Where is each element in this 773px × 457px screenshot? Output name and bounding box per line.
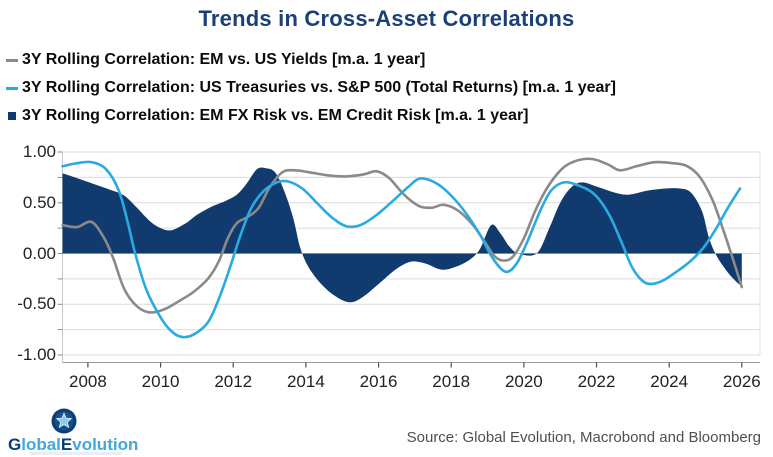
logo-text-part: E xyxy=(60,435,73,454)
x-tick-label: 2008 xyxy=(69,372,107,391)
y-tick-label: 1.00 xyxy=(22,142,56,161)
x-tick-label: 2022 xyxy=(577,372,616,391)
x-tick-label: 2026 xyxy=(722,372,761,391)
x-tick-label: 2018 xyxy=(432,372,471,391)
chart-legend: 3Y Rolling Correlation: EM vs. US Yields… xyxy=(6,46,770,130)
x-tick-label: 2020 xyxy=(504,372,543,391)
legend-row-emfx-emcredit: 3Y Rolling Correlation: EM FX Risk vs. E… xyxy=(6,102,770,130)
x-tick-label: 2024 xyxy=(650,372,689,391)
y-tick-label: -0.50 xyxy=(17,294,56,314)
x-tick-label: 2016 xyxy=(359,372,398,391)
x-tick-label: 2010 xyxy=(141,372,180,391)
logo-text-part: volution xyxy=(72,435,139,454)
line-series-em-vs-us-yields xyxy=(61,157,744,314)
source-attribution: Source: Global Evolution, Macrobond and … xyxy=(406,429,761,446)
global-evolution-logo-icon xyxy=(51,408,77,434)
logo-fineprint-remnant xyxy=(30,452,122,455)
line-series-ust-vs-sp500 xyxy=(61,160,742,339)
global-evolution-logo-text: GlobalEvolution xyxy=(8,435,138,455)
legend-row-ust-sp500: 3Y Rolling Correlation: US Treasuries vs… xyxy=(6,74,770,102)
cyan-dash-marker-icon xyxy=(6,86,18,90)
page-title: Trends in Cross-Asset Correlations xyxy=(198,6,575,31)
logo-text-part: lobal xyxy=(21,435,61,454)
gray-dash-marker-icon xyxy=(6,58,18,62)
navy-square-marker-icon xyxy=(8,112,16,120)
y-tick-label: -1.00 xyxy=(17,345,56,364)
x-tick-label: 2014 xyxy=(286,372,325,391)
legend-label: 3Y Rolling Correlation: EM FX Risk vs. E… xyxy=(22,107,529,124)
logo-text-part: G xyxy=(8,435,22,454)
x-tick-label: 2012 xyxy=(214,372,253,391)
y-tick-label: 0.00 xyxy=(22,243,56,263)
legend-row-em-us-yields: 3Y Rolling Correlation: EM vs. US Yields… xyxy=(6,46,770,74)
area-series-em-fx-vs-em-credit xyxy=(62,167,742,303)
y-tick-label: 0.50 xyxy=(22,192,56,212)
legend-label: 3Y Rolling Correlation: US Treasuries vs… xyxy=(22,79,616,96)
legend-label: 3Y Rolling Correlation: EM vs. US Yields… xyxy=(22,51,426,68)
